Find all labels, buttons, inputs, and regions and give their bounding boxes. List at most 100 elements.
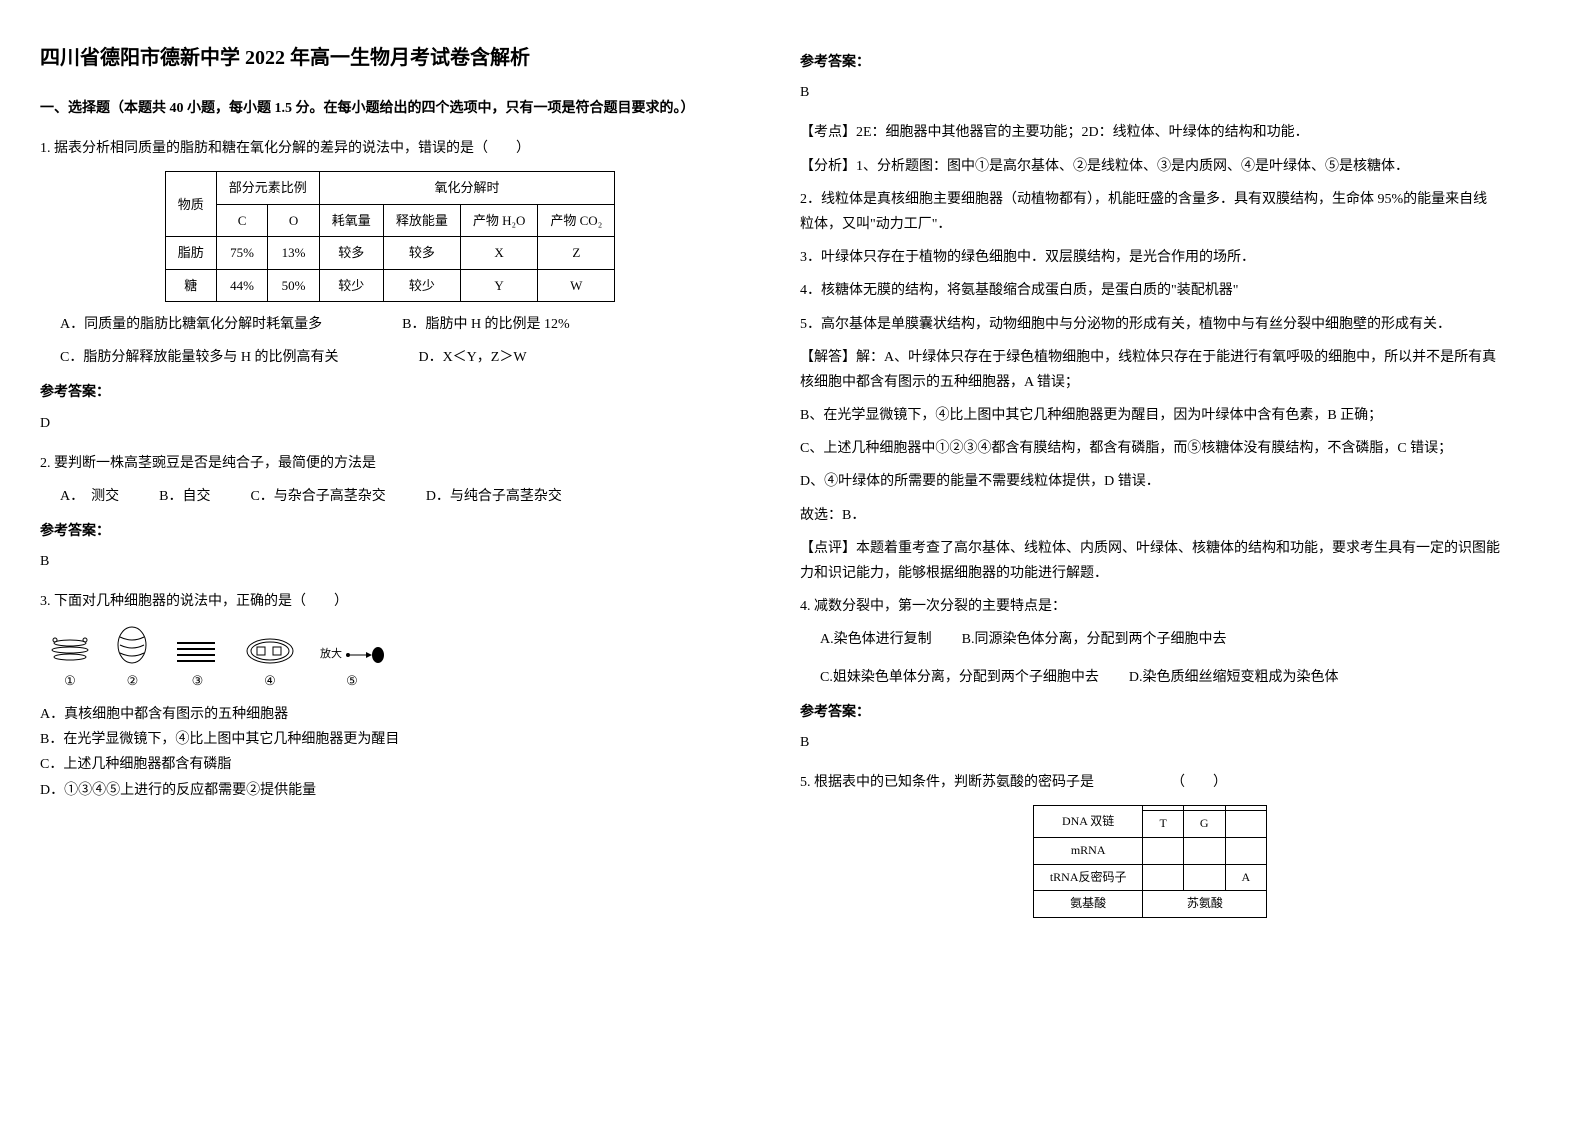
q1-text: 1. 据表分析相同质量的脂肪和糖在氧化分解的差异的说法中，错误的是（ ） (40, 136, 740, 161)
jieda: D、④叶绿体的所需要的能量不需要线粒体提供，D 错误． (800, 469, 1500, 494)
cell: 较少 (383, 269, 460, 301)
cell (1225, 837, 1267, 864)
cell: 耗氧量 (319, 204, 383, 236)
option: D．与纯合子高茎杂交 (426, 484, 562, 509)
label: ③ (192, 669, 204, 692)
organelle-2: ② (115, 625, 150, 692)
cell: W (538, 269, 615, 301)
fenxi: 4．核糖体无膜的结构，将氨基酸缩合成蛋白质，是蛋白质的"装配机器" (800, 278, 1500, 303)
cell: T (1143, 811, 1183, 838)
option: A．真核细胞中都含有图示的五种细胞器 (40, 702, 740, 727)
q3-text: 3. 下面对几种细胞器的说法中，正确的是（ ） (40, 589, 740, 614)
cell: 氧化分解时 (319, 172, 614, 204)
cell: Y (460, 269, 538, 301)
kaodian: 【考点】2E：细胞器中其他器官的主要功能；2D：线粒体、叶绿体的结构和功能． (800, 120, 1500, 145)
label: ② (127, 669, 139, 692)
left-column: 四川省德阳市德新中学 2022 年高一生物月考试卷含解析 一、选择题（本题共 4… (40, 40, 740, 930)
fenxi: 【分析】1、分析题图：图中①是高尔基体、②是线粒体、③是内质网、④是叶绿体、⑤是… (800, 154, 1500, 179)
cell: 脂肪 (165, 237, 216, 269)
er-icon (175, 637, 220, 665)
option: C．脂肪分解释放能量较多与 H 的比例高有关 (60, 345, 338, 370)
option: D．①③④⑤上进行的反应都需要②提供能量 (40, 778, 740, 803)
cell: C (216, 204, 268, 236)
q2-answer: B (40, 549, 740, 574)
cell: 较多 (319, 237, 383, 269)
option: A． 测交 (60, 484, 119, 509)
dianping: 【点评】本题着重考查了高尔基体、线粒体、内质网、叶绿体、核糖体的结构和功能，要求… (800, 536, 1500, 586)
option: B.同源染色体分离，分配到两个子细胞中去 (962, 627, 1227, 652)
fenxi: 2．线粒体是真核细胞主要细胞器（动植物都有），机能旺盛的含量多．具有双膜结构，生… (800, 187, 1500, 237)
q1-options: A．同质量的脂肪比糖氧化分解时耗氧量多 B．脂肪中 H 的比例是 12% C．脂… (60, 312, 740, 370)
label: ⑤ (346, 669, 358, 692)
option: B．脂肪中 H 的比例是 12% (402, 312, 570, 337)
cell: 物质 (165, 172, 216, 237)
cell (1225, 811, 1267, 838)
question-1: 1. 据表分析相同质量的脂肪和糖在氧化分解的差异的说法中，错误的是（ ） 物质 … (40, 136, 740, 436)
answer-label: 参考答案： (40, 519, 740, 544)
cell: X (460, 237, 538, 269)
option: A．同质量的脂肪比糖氧化分解时耗氧量多 (60, 312, 322, 337)
option: A.染色体进行复制 (820, 627, 932, 652)
cell: A (1225, 864, 1267, 891)
magnify-label: 放大 (320, 645, 342, 665)
cell: DNA 双链 (1033, 806, 1143, 838)
organelle-diagram: ① ② ③ ④ 放大 ⑤ (40, 625, 740, 692)
cell: 较少 (319, 269, 383, 301)
organelle-1: ① (50, 635, 90, 692)
option: C．与杂合子高茎杂交 (250, 484, 385, 509)
label: ① (64, 669, 76, 692)
question-5: 5. 根据表中的已知条件，判断苏氨酸的密码子是 （ ） DNA 双链 T G m… (800, 770, 1500, 918)
fenxi: 5．高尔基体是单膜囊状结构，动物细胞中与分泌物的形成有关，植物中与有丝分裂中细胞… (800, 312, 1500, 337)
cell: 部分元素比例 (216, 172, 319, 204)
guxuan: 故选：B． (800, 503, 1500, 528)
q1-answer: D (40, 411, 740, 436)
cell: 释放能量 (383, 204, 460, 236)
cell: 13% (268, 237, 320, 269)
q5-text: 5. 根据表中的已知条件，判断苏氨酸的密码子是 （ ） (800, 770, 1500, 795)
cell: Z (538, 237, 615, 269)
q3-answer: B (800, 80, 1500, 105)
cell: 氨基酸 (1033, 891, 1143, 918)
question-2: 2. 要判断一株高茎豌豆是否是纯合子，最简便的方法是 A． 测交 B．自交 C．… (40, 451, 740, 575)
organelle-4: ④ (245, 637, 295, 692)
page-title: 四川省德阳市德新中学 2022 年高一生物月考试卷含解析 (40, 40, 740, 76)
cell: 苏氨酸 (1143, 891, 1267, 918)
option: C.姐妹染色单体分离，分配到两个子细胞中去 (820, 665, 1099, 690)
label: ④ (264, 669, 276, 692)
option: B．在光学显微镜下，④比上图中其它几种细胞器更为醒目 (40, 727, 740, 752)
golgi-icon (50, 635, 90, 665)
q2-text: 2. 要判断一株高茎豌豆是否是纯合子，最简便的方法是 (40, 451, 740, 476)
jieda: 【解答】解：A、叶绿体只存在于绿色植物细胞中，线粒体只存在于能进行有氧呼吸的细胞… (800, 345, 1500, 395)
q4-answer: B (800, 730, 1500, 755)
option: B．自交 (159, 484, 210, 509)
right-column: 参考答案： B 【考点】2E：细胞器中其他器官的主要功能；2D：线粒体、叶绿体的… (800, 40, 1500, 930)
cell: mRNA (1033, 837, 1143, 864)
chloroplast-icon (245, 637, 295, 665)
q5-table: DNA 双链 T G mRNA tRNA反密码子 A (1033, 805, 1267, 917)
cell (1183, 864, 1225, 891)
q4-text: 4. 减数分裂中，第一次分裂的主要特点是： (800, 594, 1500, 619)
q4-options: A.染色体进行复制 B.同源染色体分离，分配到两个子细胞中去 C.姐妹染色单体分… (820, 627, 1500, 689)
answer-label: 参考答案： (800, 700, 1500, 725)
cell: 较多 (383, 237, 460, 269)
cell (1183, 837, 1225, 864)
cell: 75% (216, 237, 268, 269)
option: D.染色质细丝缩短变粗成为染色体 (1129, 665, 1339, 690)
mitochondria-icon (115, 625, 150, 665)
organelle-3: ③ (175, 637, 220, 692)
question-3: 3. 下面对几种细胞器的说法中，正确的是（ ） ① ② ③ ④ 放大 (40, 589, 740, 802)
section-header: 一、选择题（本题共 40 小题，每小题 1.5 分。在每小题给出的四个选项中，只… (40, 96, 740, 121)
q1-table: 物质 部分元素比例 氧化分解时 C O 耗氧量 释放能量 产物 H₂O 产物 C… (165, 171, 615, 302)
question-4: 4. 减数分裂中，第一次分裂的主要特点是： A.染色体进行复制 B.同源染色体分… (800, 594, 1500, 755)
option: D．X＜Y，Z＞W (418, 345, 526, 370)
organelle-5: 放大 ⑤ (320, 645, 384, 692)
ribosome-icon (344, 645, 384, 665)
jieda: B、在光学显微镜下，④比上图中其它几种细胞器更为醒目，因为叶绿体中含有色素，B … (800, 403, 1500, 428)
answer-label: 参考答案： (40, 380, 740, 405)
cell: O (268, 204, 320, 236)
cell: 产物 H₂O (460, 204, 538, 236)
jieda: C、上述几种细胞器中①②③④都含有膜结构，都含有磷脂，而⑤核糖体没有膜结构，不含… (800, 436, 1500, 461)
fenxi: 3．叶绿体只存在于植物的绿色细胞中．双层膜结构，是光合作用的场所． (800, 245, 1500, 270)
cell: G (1183, 811, 1225, 838)
cell: 产物 CO₂ (538, 204, 615, 236)
